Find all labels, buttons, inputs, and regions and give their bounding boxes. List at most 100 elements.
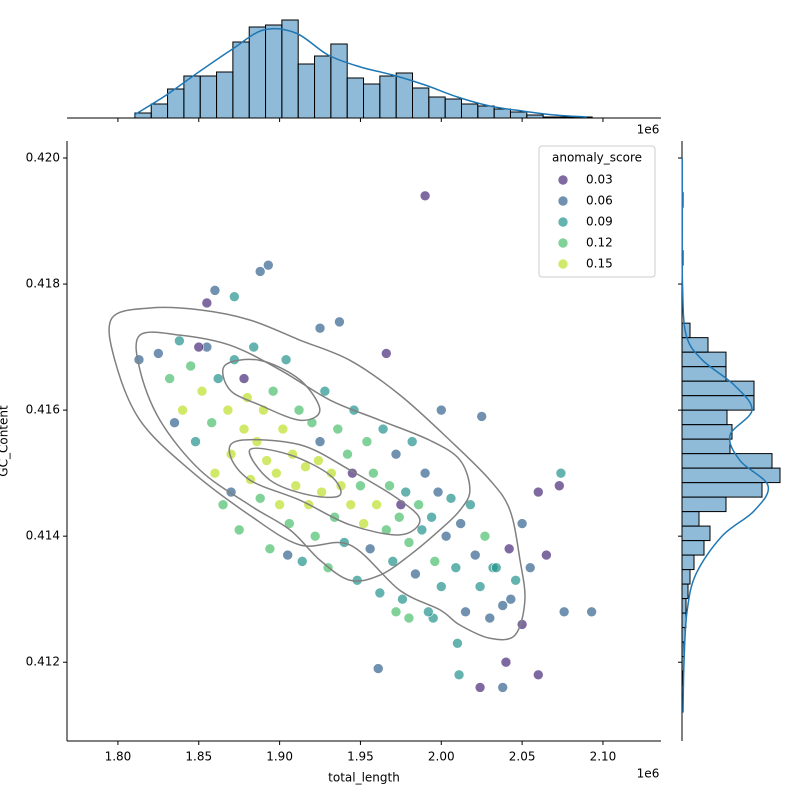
right-hist-bar [681,554,695,571]
scatter-point [254,493,266,504]
legend-label: 0.06 [586,194,613,208]
scatter-point [209,285,221,296]
top-hist-bar [183,75,201,119]
scatter-point [558,606,570,618]
scatter-point [510,574,521,586]
legend-marker [557,216,569,228]
scatter-point [280,354,292,365]
scatter-point [233,524,245,536]
right-hist-bar [681,467,781,484]
x-tick-label: 2.10 [590,750,617,764]
scatter-point [212,373,224,384]
legend-marker [557,174,569,186]
x-axis-label: total_length [328,771,400,785]
scatter-point [293,404,305,416]
kde-contour [248,447,342,499]
scatter-point [516,518,528,529]
legend-marker [557,237,569,249]
scatter-point [300,461,311,473]
scatter-point [196,385,208,397]
scatter-point [497,600,509,611]
scatter-point [238,373,250,384]
scatter-point [432,486,444,498]
scatter-point [505,593,517,605]
top-hist-bar [314,55,332,119]
scatter-point [314,322,326,334]
right-hist-bar [681,409,728,426]
y-axis-label: GC_Content [0,405,11,477]
scatter-point [185,360,196,372]
scatter-point [174,335,185,347]
scatter-point [206,417,218,429]
right-hist-bar [681,337,709,353]
kde-contour [135,331,471,582]
right-hist-bar [681,496,727,513]
y-tick-label: 0.414 [26,529,60,543]
scatter-point [423,606,434,618]
scatter-point [229,291,240,302]
legend-marker [557,258,569,270]
scatter-point [264,543,276,555]
scatter-point [426,511,437,523]
scatter-point [419,190,431,202]
scatter-point [248,341,260,353]
right-hist-bar [681,453,773,469]
scatter-point [541,549,552,561]
scatter-point [503,543,515,555]
scatter-point [364,543,376,555]
legend-label: 0.03 [586,173,613,187]
top-hist-bar [150,103,169,119]
y-tick-label: 0.418 [26,277,60,291]
scatter-point [532,486,544,498]
top-hist-bar [248,26,267,119]
scatter-point [309,530,321,542]
scatter-point [479,530,491,542]
right-kde-line [681,158,770,713]
scatter-point [465,499,476,510]
scatter-point [381,524,392,536]
scatter-point [290,480,302,492]
right-hist-bar [681,438,731,455]
scatter-point [435,404,447,416]
scatter-point [316,486,327,498]
top-hist-bar [216,71,234,119]
legend-label: 0.15 [586,257,613,271]
scatter-point [453,669,465,681]
scatter-point [532,669,544,681]
scatter-point [445,493,457,504]
scatter-point [460,606,471,618]
scatter-point [169,417,180,429]
scatter-point [455,518,466,529]
scatter-point [374,587,386,599]
right-hist-bar [681,395,755,411]
scatter-point [262,259,274,271]
right-hist-bar [681,351,727,368]
scatter-point [153,348,164,359]
scatter-point [381,348,392,359]
scatter-point [201,297,213,309]
y-tick-label: 0.416 [26,403,60,417]
top-hist-bar [509,111,528,119]
scatter-point [319,385,331,397]
top-hist-bar [379,75,397,119]
top-hist-bar [330,43,348,119]
top-hist-bar [199,75,218,119]
x-tick-label: 1.95 [347,750,374,764]
scatter-point [452,638,463,649]
scatter-point [400,486,412,498]
scatter-point [190,436,201,447]
top-hist-bar [412,87,430,119]
scatter-point [403,537,415,548]
scatter-point [390,606,402,618]
top-hist-bar [526,114,544,119]
scatter-point [313,455,324,466]
scatter-point [490,562,502,573]
scatter-point [296,556,308,567]
right-hist-bar [681,511,700,527]
top-hist-bar [428,96,446,119]
scatter-point [419,467,431,479]
right-hist-bar [681,322,691,339]
scatter-point [440,530,452,542]
top-hist-bar [346,77,365,119]
